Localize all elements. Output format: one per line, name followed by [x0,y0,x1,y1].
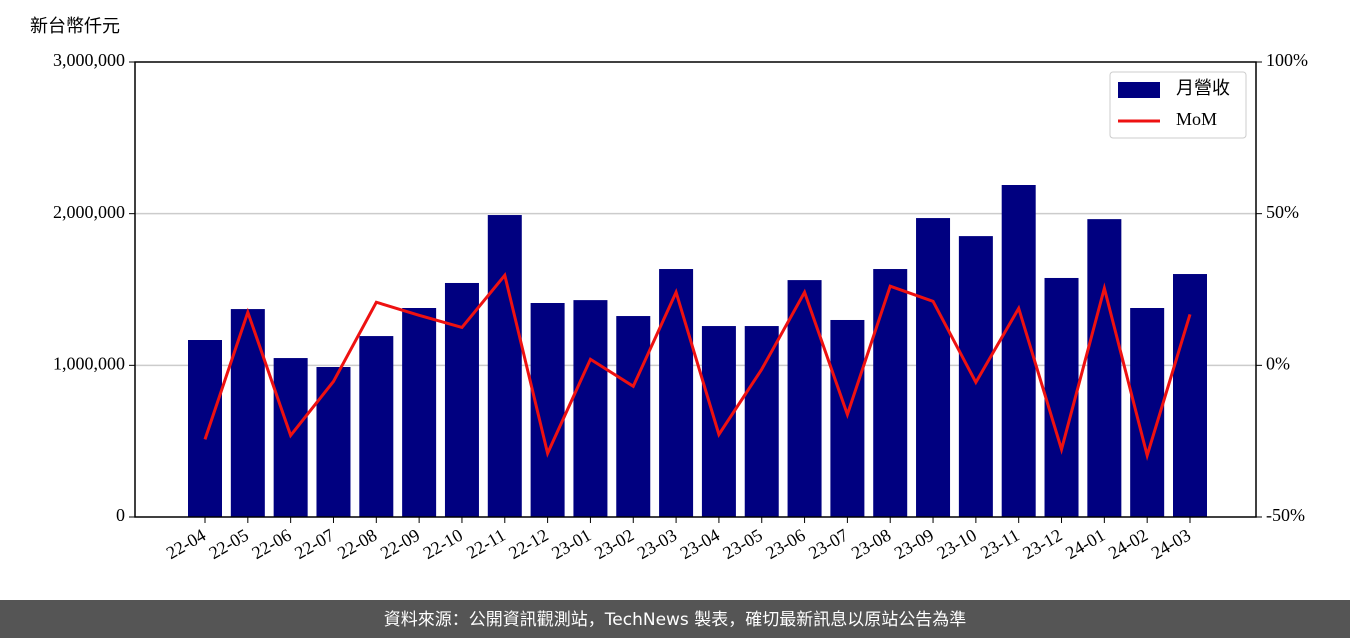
x-tick-label: 23-07 [805,525,851,563]
bar [1001,185,1036,518]
x-tick-label: 24-02 [1105,525,1151,563]
y2-tick-label: 50% [1266,202,1299,222]
y2-tick-label: -50% [1266,505,1305,525]
x-tick-label: 22-09 [377,525,423,563]
y-tick-label: 1,000,000 [53,353,125,373]
x-tick-label: 23-03 [634,525,680,563]
x-tick-label: 23-11 [977,525,1023,563]
bar [616,316,651,517]
x-tick-label: 23-10 [934,525,980,563]
footer-bar [0,600,1350,638]
y2-tick-label: 100% [1266,50,1308,70]
x-tick-label: 23-09 [891,525,937,563]
x-tick-label: 22-08 [334,525,380,563]
x-tick-label: 23-12 [1019,525,1065,563]
plot-frame [134,61,1257,518]
x-tick-label: 23-04 [677,525,723,563]
bar [1173,274,1207,517]
bar [787,280,822,517]
x-tick-label: 23-01 [548,525,594,563]
bar [359,336,394,517]
bar [573,300,608,517]
bar [873,269,908,517]
legend-label: 月營收 [1176,78,1230,98]
x-tick-label: 23-02 [591,525,637,563]
y-tick-label: 0 [116,505,125,525]
bar [487,215,522,517]
x-tick-label: 22-04 [163,525,209,563]
x-tick-label: 22-11 [463,525,509,563]
y2-tick-label: 0% [1266,353,1290,373]
x-tick-label: 22-06 [248,525,294,563]
bar [230,309,265,517]
x-tick-label: 23-06 [762,525,808,563]
bar [1044,277,1079,517]
bar [916,218,951,517]
bar [444,282,479,517]
y-tick-label: 3,000,000 [53,50,125,70]
bar [701,326,736,517]
legend-label: MoM [1176,109,1217,129]
x-tick-label: 24-03 [1148,525,1194,563]
bar [744,326,779,517]
x-tick-label: 23-05 [719,525,765,563]
x-tick-label: 22-07 [291,525,337,563]
line [203,271,1192,461]
bar [958,236,993,517]
x-tick-label: 24-01 [1062,525,1108,563]
x-tick-label: 22-12 [505,525,551,563]
bar [316,367,351,517]
x-tick-label: 22-05 [206,525,252,563]
bar [659,269,694,517]
bar [188,340,222,517]
x-tick-label: 23-08 [848,525,894,563]
y-tick-label: 2,000,000 [53,202,125,222]
x-tick-label: 22-10 [420,525,466,563]
y-axis-label: 新台幣仟元 [30,16,120,37]
bar [402,308,437,517]
bar [1087,219,1122,518]
footer: 資料來源：公開資訊觀測站，TechNews 製表，確切最新訊息以原站公告為準 [384,610,966,630]
legend-swatch [1118,82,1160,98]
